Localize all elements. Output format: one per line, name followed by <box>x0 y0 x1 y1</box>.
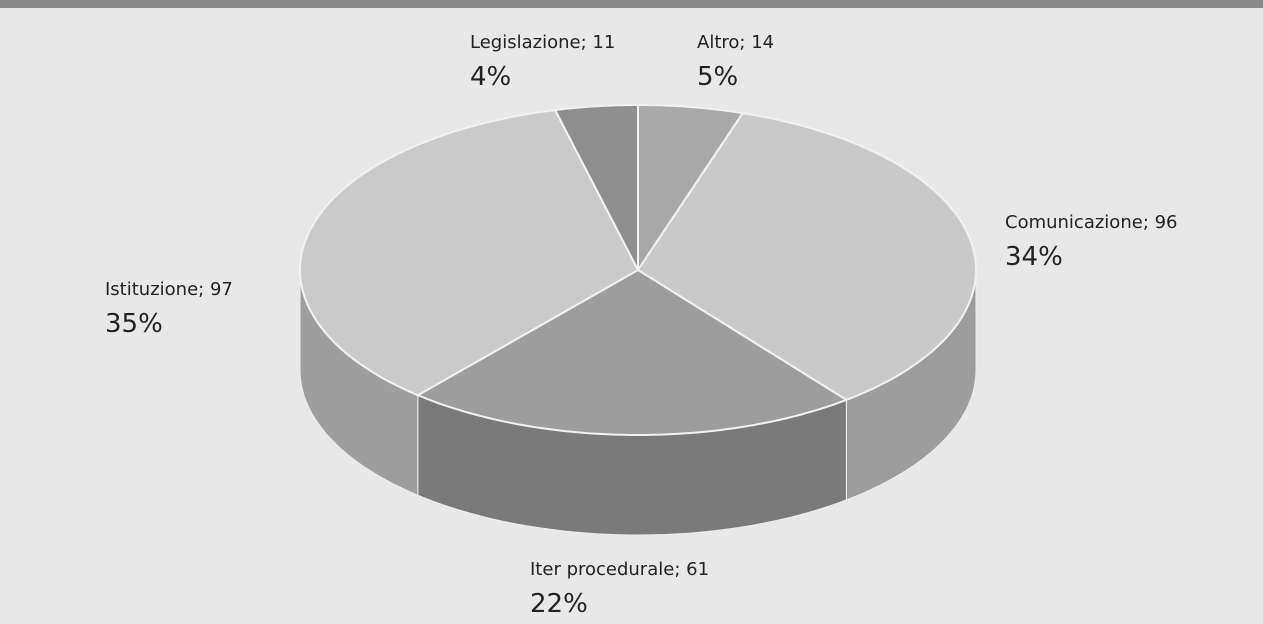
separator: ; <box>1143 212 1155 233</box>
percent-label: 5% <box>697 62 738 92</box>
separator: ; <box>581 32 593 53</box>
category-name: Legislazione <box>470 32 581 53</box>
separator: ; <box>198 279 210 300</box>
value: 11 <box>592 32 615 53</box>
pie-slice <box>636 112 978 402</box>
data-label: Legislazione; 11 <box>470 32 615 53</box>
category-name: Comunicazione <box>1005 212 1143 233</box>
value: 96 <box>1155 212 1178 233</box>
pie-slice <box>637 104 745 274</box>
pie-slice <box>415 268 849 436</box>
data-label: Iter procedurale; 61 <box>530 559 709 580</box>
category-name: Iter procedurale <box>530 559 674 580</box>
percent-label: 34% <box>1005 242 1063 272</box>
data-label: Comunicazione; 96 <box>1005 212 1178 233</box>
percent-label: 22% <box>530 589 588 619</box>
value: 14 <box>751 32 774 53</box>
data-label: Istituzione; 97 <box>105 279 233 300</box>
category-name: Istituzione <box>105 279 198 300</box>
separator: ; <box>739 32 751 53</box>
top-bar <box>0 0 1263 8</box>
category-name: Altro <box>697 32 739 53</box>
value: 61 <box>686 559 709 580</box>
percent-label: 35% <box>105 309 163 339</box>
pie-slice <box>553 104 639 271</box>
value: 97 <box>210 279 233 300</box>
separator: ; <box>674 559 686 580</box>
pie-slice <box>298 108 640 397</box>
percent-label: 4% <box>470 62 511 92</box>
data-label: Altro; 14 <box>697 32 774 53</box>
